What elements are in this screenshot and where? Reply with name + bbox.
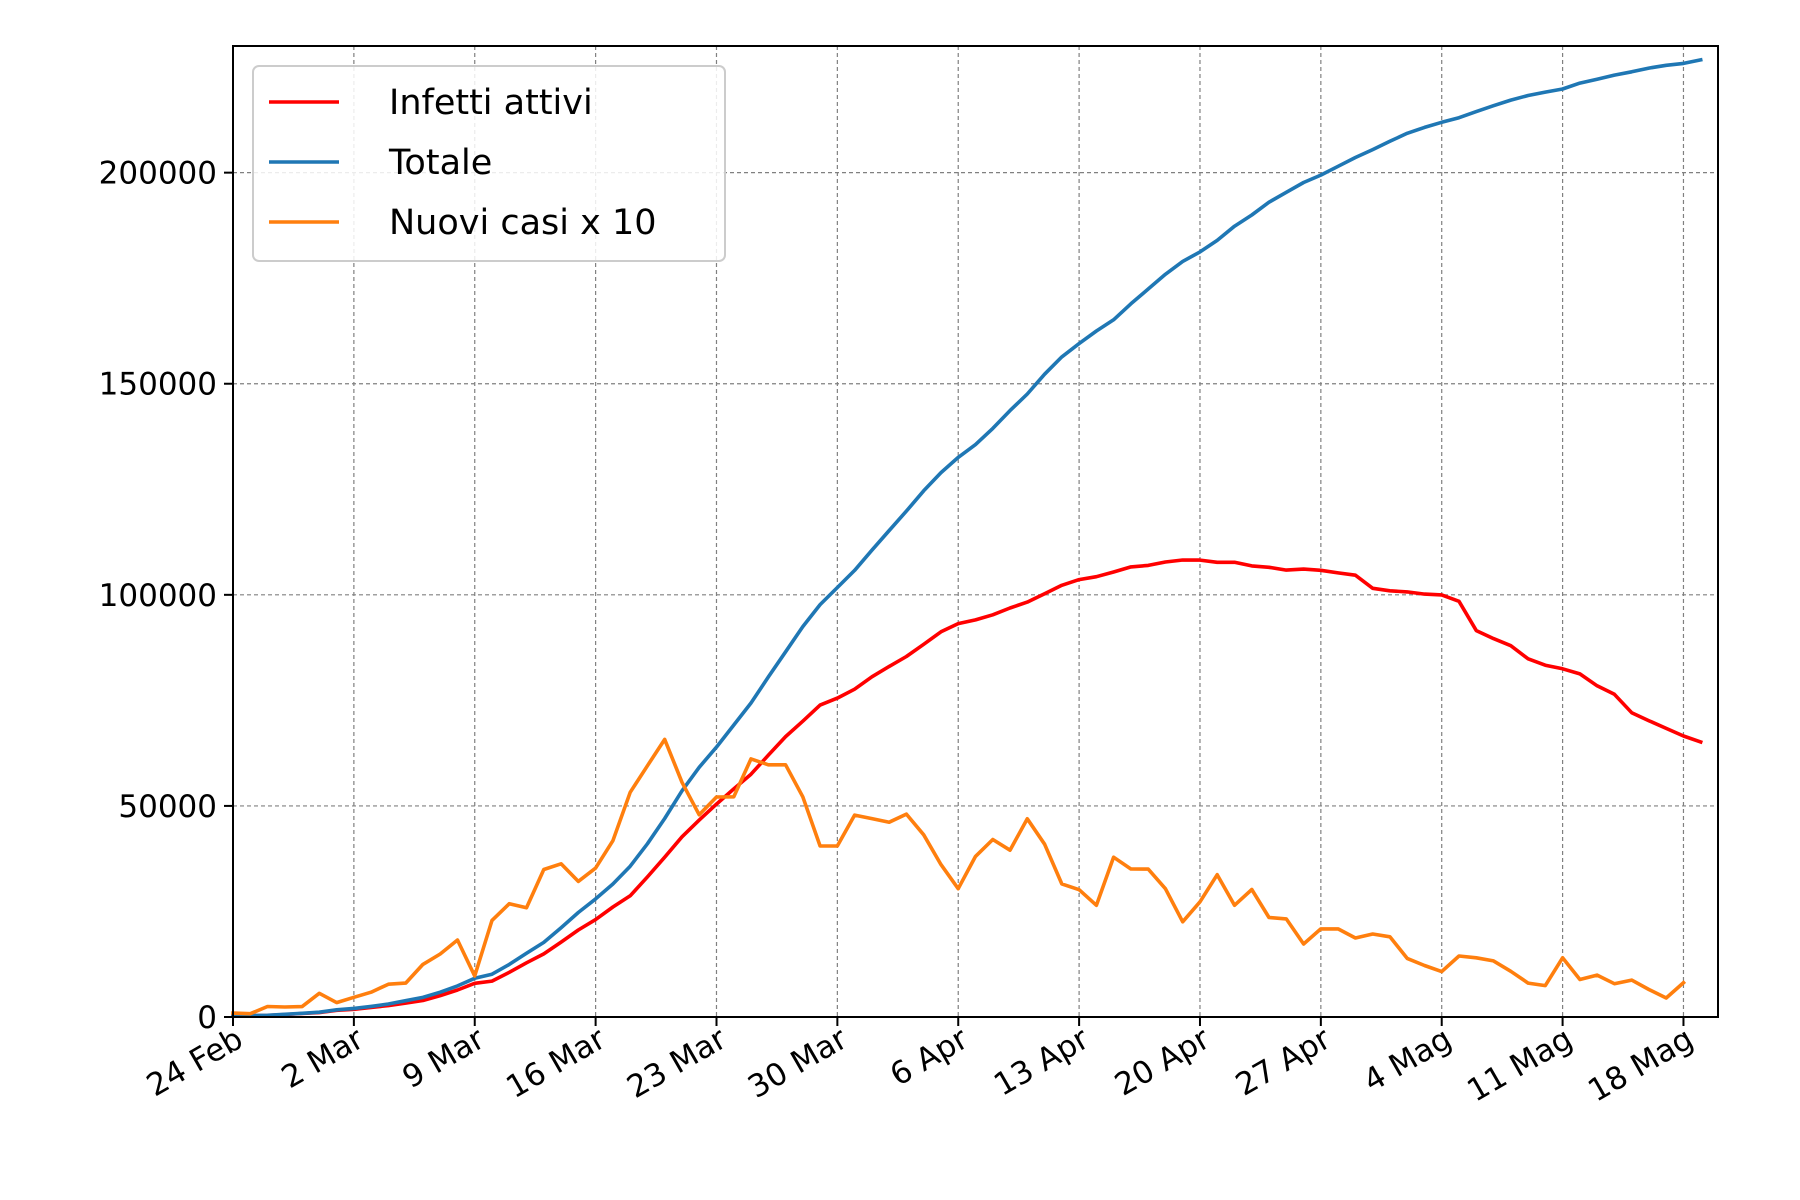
series-line-2 bbox=[231, 737, 1687, 1016]
y-tick-label: 50000 bbox=[118, 789, 217, 825]
y-tick-label: 200000 bbox=[99, 156, 217, 192]
y-tick-label: 150000 bbox=[99, 367, 217, 403]
legend: Infetti attivi Totale Nuovi casi x 10 bbox=[252, 65, 726, 262]
plot-frame bbox=[232, 45, 1719, 1018]
series-lines bbox=[231, 57, 1703, 1018]
y-axis: 0 50000 100000 150000 200000 bbox=[99, 156, 233, 1036]
legend-label: Totale bbox=[388, 143, 492, 183]
y-tick-label: 0 bbox=[197, 1000, 217, 1036]
legend-label: Nuovi casi x 10 bbox=[389, 203, 657, 243]
legend-box bbox=[252, 65, 726, 262]
legend-label: Infetti attivi bbox=[389, 83, 593, 123]
series-line-1 bbox=[231, 57, 1703, 1018]
y-tick-label: 100000 bbox=[99, 578, 217, 614]
series-line-0 bbox=[231, 558, 1703, 1018]
